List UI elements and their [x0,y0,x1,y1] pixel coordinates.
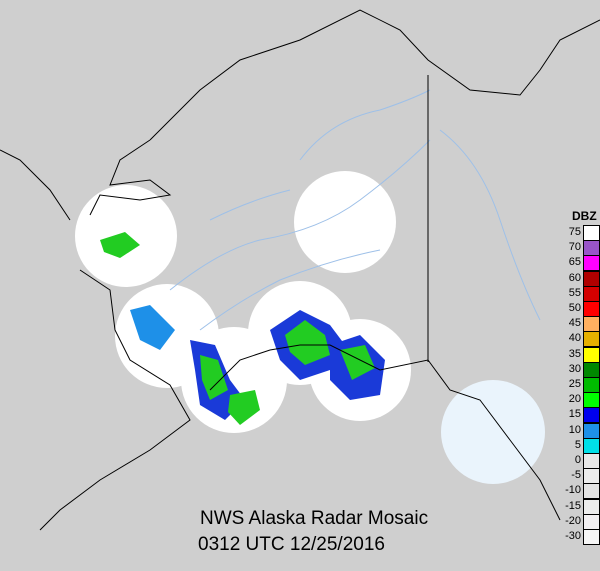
legend-item: 35 [548,346,600,363]
legend-label: -15 [565,499,581,512]
legend-label: 75 [568,226,581,238]
legend-swatch [583,437,600,454]
legend-label: 35 [568,347,581,360]
legend-item: 65 [548,255,600,272]
rivers [169,89,541,331]
legend-swatch [583,346,600,363]
radar-circle-fairbanks [294,171,396,273]
legend-label: 40 [568,332,581,345]
legend-label: 20 [568,393,581,406]
legend-swatch [583,316,600,333]
legend-item: 70 [548,240,600,257]
precipitation-echoes [100,232,385,425]
legend-item: 75 [548,225,600,241]
legend-item: -5 [548,468,600,485]
legend-label: -30 [565,530,581,542]
legend-item: 10 [548,422,600,439]
legend-label: 0 [574,454,581,466]
legend-label: 50 [568,302,581,314]
map-title: NWS Alaska Radar Mosaic [200,508,429,529]
legend-label: 60 [568,271,581,284]
legend-item: 50 [548,301,600,317]
legend-label: -10 [565,484,581,497]
legend-swatch [583,483,600,500]
legend-swatch [583,377,600,393]
legend-item: 15 [548,407,600,424]
legend-label: 70 [568,241,581,254]
legend-swatch [583,225,600,241]
legend-label: 15 [568,408,581,421]
legend-item: 5 [548,437,600,454]
legend-swatch [583,301,600,317]
legend-swatch [583,529,600,545]
legend-item: 45 [548,316,600,333]
legend-swatch [583,453,600,469]
legend-item: 20 [548,392,600,409]
map-timestamp: 0312 UTC 12/25/2016 [198,534,385,555]
legend-swatch [583,331,600,348]
legend-label: 25 [568,378,581,390]
legend-item: 0 [548,453,600,469]
legend-item: 25 [548,377,600,393]
legend-swatch [583,392,600,409]
legend-swatch [583,498,600,515]
legend-swatch [583,422,600,439]
legend-swatch [583,407,600,424]
legend-swatch [583,285,600,302]
legend-swatch [583,513,600,530]
legend-label: 45 [568,317,581,330]
legend-label: -20 [565,514,581,527]
legend-item: 30 [548,361,600,378]
legend-label: 5 [574,438,581,451]
legend-swatch [583,361,600,378]
legend-item: 55 [548,285,600,302]
legend-item: -30 [548,529,600,545]
legend-item: -15 [548,498,600,515]
legend-label: 30 [568,362,581,375]
legend-swatch [583,240,600,257]
legend-item: -20 [548,513,600,530]
legend-swatch [583,468,600,485]
radar-circle-sitka [441,380,545,484]
legend-swatch [583,270,600,287]
legend-item: -10 [548,483,600,500]
legend-label: 55 [568,286,581,299]
legend-label: 10 [568,423,581,436]
legend-label: 65 [568,256,581,269]
coastline [0,9,600,531]
legend-title: DBZ [572,209,597,223]
legend-item: 60 [548,270,600,287]
legend-item: 40 [548,331,600,348]
legend-label: -5 [571,469,581,482]
legend-swatch [583,255,600,272]
